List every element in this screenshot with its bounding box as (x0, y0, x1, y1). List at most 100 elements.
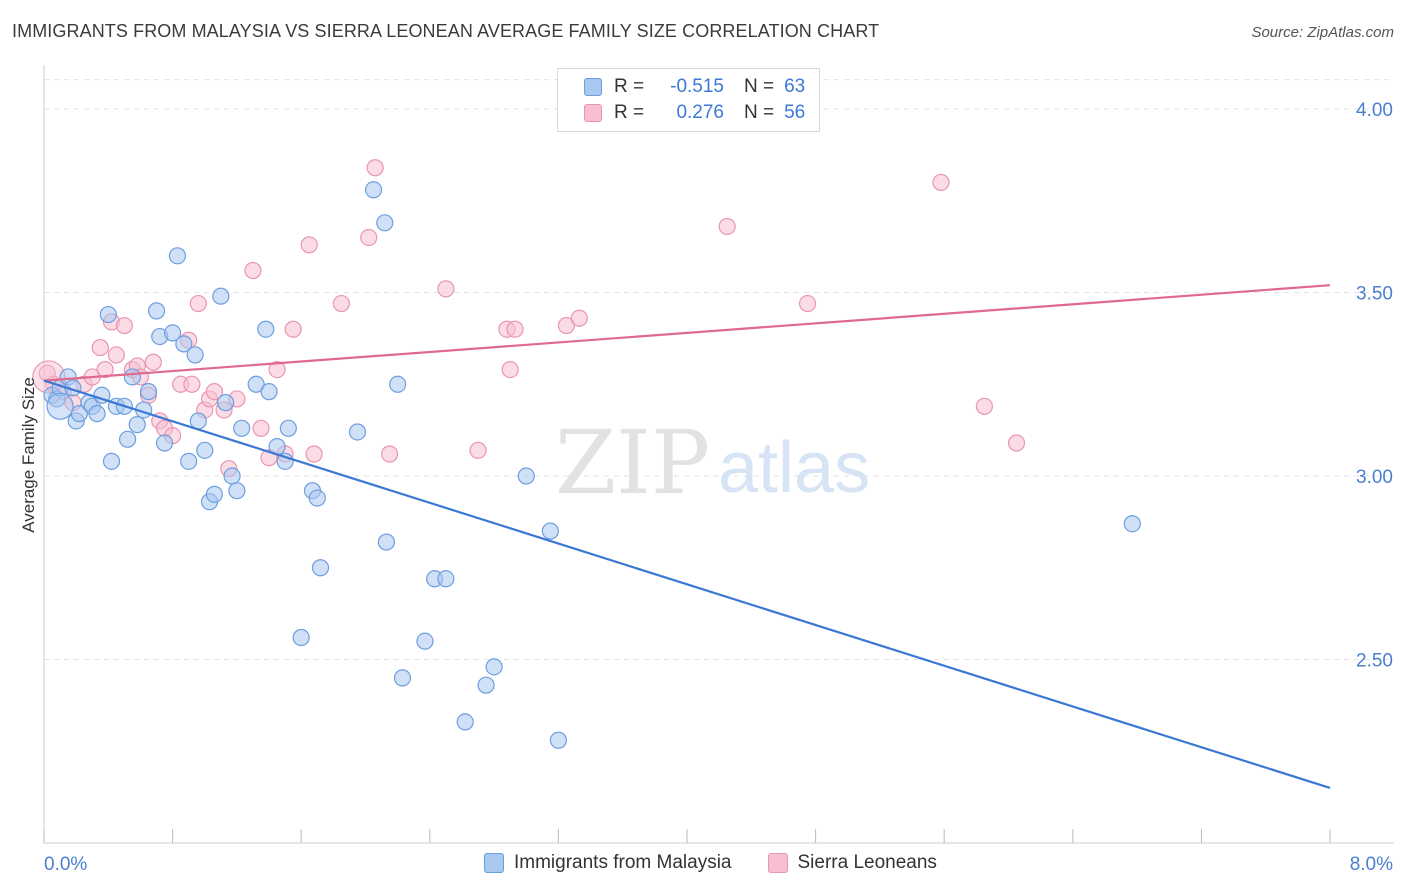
point-pts-blue-35 (228, 482, 246, 500)
y-axis-label: Average Family Size (19, 377, 38, 533)
y-tick-label-0: 2.50 (1356, 651, 1393, 672)
point-pts-blue-15 (118, 430, 137, 448)
point-pts-pink-50 (932, 173, 950, 192)
legend-row-malaysia: R = -0.515 N = 63 (584, 74, 805, 100)
bottom-legend: Immigrants from Malaysia Sierra Leoneans (484, 852, 973, 874)
bottom-legend-label-sierra: Sierra Leoneans (797, 852, 937, 873)
point-pts-blue-53 (416, 632, 434, 650)
point-pts-blue-56 (456, 713, 474, 731)
point-pts-blue-57 (477, 676, 495, 694)
legend-n-value: 63 (784, 76, 806, 97)
point-pts-pink-22 (189, 294, 207, 313)
point-pts-blue-32 (212, 287, 230, 305)
point-pts-pink-37 (332, 294, 350, 313)
point-pts-blue-37 (247, 375, 265, 393)
watermark-zip: ZIP (555, 411, 710, 514)
bottom-legend-label-malaysia: Immigrants from Malaysia (514, 852, 732, 873)
point-pts-pink-51 (975, 397, 993, 415)
point-pts-pink-42 (469, 441, 487, 459)
bottom-legend-item-sierra: Sierra Leoneans (767, 852, 937, 874)
point-pts-blue-49 (376, 214, 394, 232)
trend-line-sierra-leoneans (43, 284, 1331, 382)
point-pts-pink-39 (366, 159, 384, 177)
point-pts-pink-9 (107, 346, 125, 364)
legend: R = -0.515 N = 63 R = 0.276 N = 56 (557, 68, 820, 132)
point-pts-blue-24 (168, 247, 187, 265)
point-pts-blue-11 (99, 305, 117, 324)
legend-n-label: N = (744, 102, 775, 123)
point-pts-blue-51 (389, 375, 407, 393)
legend-r-label: R = (614, 76, 645, 97)
watermark-atlas: atlas (718, 428, 870, 508)
point-pts-blue-50 (377, 533, 395, 551)
point-pts-pink-40 (381, 445, 399, 463)
point-pts-pink-7 (96, 360, 114, 379)
point-pts-blue-19 (139, 383, 158, 401)
point-pts-blue-23 (164, 324, 182, 342)
point-pts-blue-61 (549, 731, 568, 749)
point-pts-pink-15 (144, 353, 162, 371)
source-label: Source: ZipAtlas.com (1251, 24, 1394, 41)
point-pts-pink-36 (305, 445, 323, 463)
point-pts-blue-58 (485, 658, 503, 676)
point-pts-pink-30 (252, 419, 270, 437)
legend-swatch-pink (584, 104, 602, 122)
point-pts-blue-36 (233, 419, 251, 437)
point-pts-blue-60 (541, 522, 559, 540)
axes (43, 65, 1394, 844)
point-pts-pink-29 (244, 261, 262, 280)
point-pts-pink-52 (1007, 434, 1026, 452)
point-pts-pink-25 (205, 383, 223, 401)
point-pts-blue-34 (223, 467, 241, 485)
trend-line-malaysia (43, 379, 1331, 790)
point-pts-blue-59 (517, 467, 535, 485)
y-tick-label-1: 3.00 (1356, 467, 1393, 488)
point-pts-blue-55 (437, 570, 455, 588)
point-pts-pink-47 (570, 309, 588, 327)
legend-n-label: N = (744, 76, 775, 97)
point-pts-pink-21 (183, 375, 201, 393)
point-pts-blue-9 (88, 405, 106, 423)
point-pts-blue-52 (393, 669, 412, 687)
x-tick-label-0: 0.0% (44, 854, 87, 875)
point-pts-blue-16 (123, 368, 142, 386)
point-pts-pink-35 (300, 236, 318, 254)
y-tick-label-3: 4.00 (1356, 100, 1393, 121)
series-immigrants-from-malaysia (43, 181, 1141, 749)
point-pts-pink-44 (501, 360, 519, 379)
legend-swatch-blue (584, 78, 602, 96)
watermark: ZIP atlas (555, 411, 870, 514)
legend-r-value: 0.276 (676, 102, 724, 123)
y-tick-label-2: 3.50 (1356, 284, 1393, 305)
bottom-legend-item-malaysia: Immigrants from Malaysia (484, 852, 732, 874)
point-pts-pink-34 (284, 320, 302, 338)
point-pts-blue-39 (260, 383, 278, 401)
point-pts-blue-48 (364, 181, 383, 199)
chart-title: IMMIGRANTS FROM MALAYSIA VS SIERRA LEONE… (12, 21, 880, 41)
point-pts-blue-17 (128, 416, 146, 434)
point-pts-pink-10 (115, 316, 133, 335)
point-pts-blue-12 (102, 452, 121, 470)
point-pts-pink-49 (798, 294, 817, 313)
legend-r-label: R = (614, 102, 645, 123)
point-pts-blue-62 (1123, 515, 1141, 533)
point-pts-pink-32 (268, 360, 286, 379)
bottom-swatch-blue (484, 853, 504, 873)
tick-labels: 2.50 3.00 3.50 4.00 0.0% 8.0% (44, 100, 1393, 875)
point-pts-blue-42 (279, 419, 297, 437)
point-pts-blue-47 (348, 423, 367, 441)
point-pts-pink-38 (360, 228, 378, 247)
point-pts-blue-31 (205, 485, 223, 503)
point-pts-blue-33 (217, 394, 235, 412)
point-pts-blue-22 (155, 434, 174, 452)
point-pts-blue-46 (311, 559, 330, 577)
point-pts-pink-6 (91, 338, 109, 357)
legend-row-sierra: R = 0.276 N = 56 (584, 100, 805, 126)
point-pts-pink-48 (718, 217, 736, 236)
grid-lines (44, 79, 1394, 661)
point-pts-blue-45 (308, 489, 326, 507)
legend-n-value: 56 (784, 102, 806, 123)
point-pts-pink-41 (437, 280, 455, 298)
point-pts-pink-46 (557, 316, 576, 335)
